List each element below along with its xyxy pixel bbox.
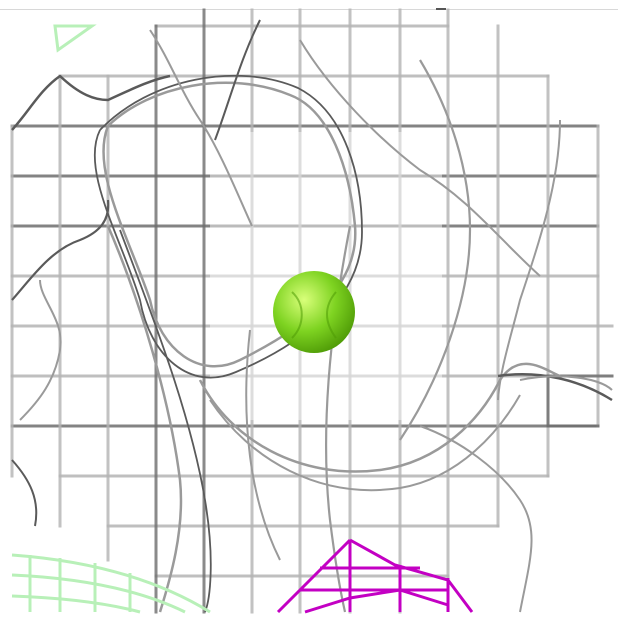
green-mesh-bottom-left — [11, 553, 211, 614]
contour-line — [11, 74, 171, 131]
contour-line — [214, 19, 261, 141]
contour-line — [19, 279, 62, 421]
contour-line — [419, 425, 533, 613]
contour-line — [245, 329, 281, 561]
top-border-tick — [436, 8, 446, 10]
contour-line — [106, 225, 183, 613]
green-triangle-fragment — [53, 24, 97, 53]
contour-line — [519, 375, 613, 391]
atom-contour-arc — [326, 291, 337, 339]
contour-line — [399, 59, 472, 441]
contour-line — [497, 373, 613, 402]
contour-line — [497, 119, 561, 401]
contour-line — [198, 362, 561, 473]
contour-line — [11, 199, 110, 301]
contour-line — [299, 39, 541, 277]
side-density-mesh-green — [11, 24, 211, 614]
neighbor-density-mesh-magenta — [276, 538, 474, 614]
top-border — [0, 9, 618, 10]
contour-line — [209, 394, 521, 492]
contour-line — [149, 29, 253, 227]
contour-line — [11, 459, 38, 527]
contour-line — [119, 229, 212, 613]
atom-sphere[interactable] — [273, 271, 355, 353]
atom-contour-arc — [291, 291, 303, 339]
